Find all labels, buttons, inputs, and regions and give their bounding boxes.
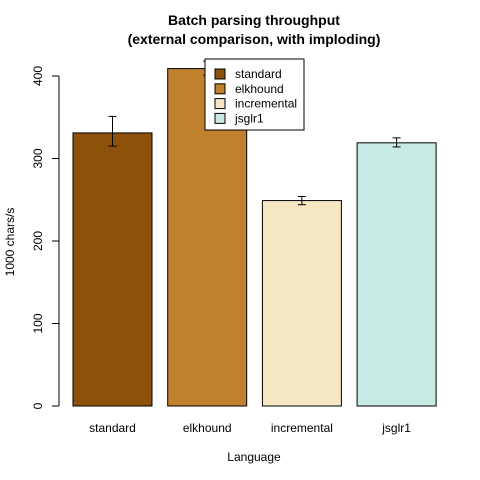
x-tick-label: elkhound: [183, 421, 232, 435]
bar-incremental: [261, 200, 342, 407]
legend-swatch-standard: [214, 68, 226, 80]
chart-title: Batch parsing throughput: [168, 12, 340, 28]
legend-label: jsglr1: [234, 111, 264, 125]
x-tick-label: incremental: [271, 421, 333, 435]
legend-label: standard: [235, 67, 282, 81]
y-tick-label: 200: [31, 231, 45, 251]
x-tick-label: jsglr1: [381, 421, 411, 435]
y-tick-label: 300: [31, 148, 45, 168]
y-axis-title: 1000 chars/s: [3, 208, 17, 277]
x-axis-title: Language: [227, 450, 281, 464]
y-tick-label: 400: [31, 66, 45, 86]
legend-label: elkhound: [235, 82, 284, 96]
y-tick-label: 0: [31, 402, 45, 409]
chart-subtitle: (external comparison, with imploding): [128, 31, 381, 47]
legend-swatch-elkhound: [214, 83, 226, 95]
legend-swatch-jsglr1: [214, 112, 226, 124]
bar-standard: [72, 132, 153, 407]
legend-label: incremental: [235, 97, 297, 111]
x-axis-labels: standard elkhound incremental jsglr1: [89, 421, 411, 435]
y-axis-ticks: 0 100 200 300 400: [31, 66, 59, 409]
legend-swatch-incremental: [214, 98, 226, 110]
y-tick-label: 100: [31, 313, 45, 333]
bars-group: [72, 68, 437, 407]
bar-jsglr1: [356, 142, 437, 407]
x-tick-label: standard: [89, 421, 136, 435]
